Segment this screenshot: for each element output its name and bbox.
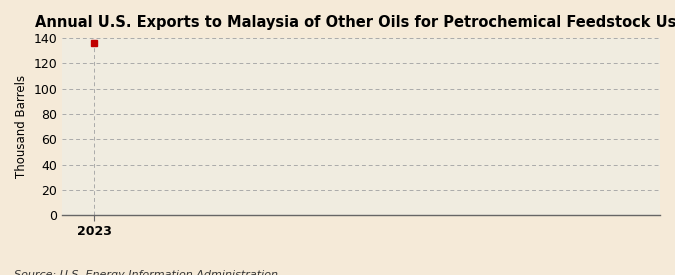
Title: Annual U.S. Exports to Malaysia of Other Oils for Petrochemical Feedstock Use: Annual U.S. Exports to Malaysia of Other… (35, 15, 675, 30)
Text: Source: U.S. Energy Information Administration: Source: U.S. Energy Information Administ… (14, 271, 277, 275)
Y-axis label: Thousand Barrels: Thousand Barrels (15, 75, 28, 178)
